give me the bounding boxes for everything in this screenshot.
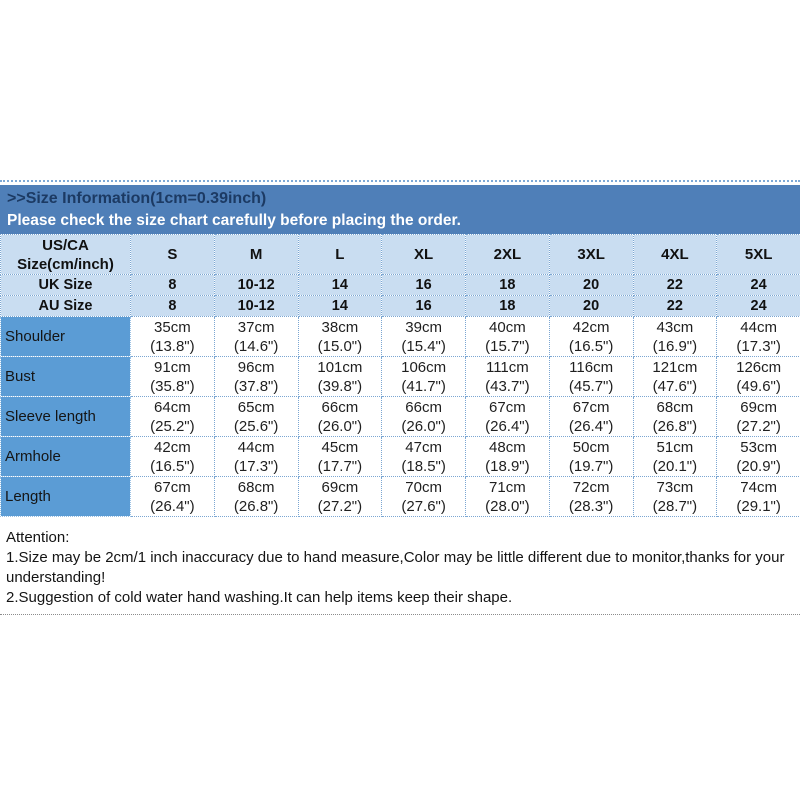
corner-header-cell: US/CA Size(cm/inch) — [0, 234, 131, 275]
uk-size-value: 24 — [716, 274, 800, 296]
uk-size-value: 16 — [381, 274, 466, 296]
measurement-cell: 106cm (41.7") — [381, 356, 466, 397]
measurement-cell: 70cm (27.6") — [381, 476, 466, 517]
measurement-row-bust: Bust 91cm (35.8") 96cm (37.8") 101cm (39.8"… — [0, 356, 800, 397]
measurement-cell: 116cm (45.7") — [548, 356, 634, 397]
au-size-value: 20 — [548, 295, 634, 317]
top-whitespace — [0, 0, 800, 180]
measurement-cell: 111cm (43.7") — [465, 356, 550, 397]
top-dotted-divider — [0, 180, 800, 182]
measurement-cell: 45cm (17.7") — [297, 436, 383, 477]
measurement-cell: 64cm (25.2") — [130, 396, 215, 437]
measurement-row-length: Length 67cm (26.4") 68cm (26.8") 69cm (27.2… — [0, 476, 800, 517]
measurement-cell: 69cm (27.2") — [716, 396, 800, 437]
corner-header-line2: Size(cm/inch) — [17, 255, 114, 273]
au-size-value: 22 — [632, 295, 718, 317]
measurement-cell: 74cm (29.1") — [716, 476, 800, 517]
bottom-dotted-divider — [0, 614, 800, 615]
measurement-cell: 126cm (49.6") — [716, 356, 800, 397]
measurement-row-armhole: Armhole 42cm (16.5") 44cm (17.3") 45cm (17.… — [0, 436, 800, 477]
size-header-row: US/CA Size(cm/inch) S M L XL 2XL 3XL 4XL… — [0, 234, 800, 275]
uk-size-label: UK Size — [0, 274, 131, 296]
measurement-cell: 91cm (35.8") — [130, 356, 215, 397]
measurement-cell: 121cm (47.6") — [632, 356, 718, 397]
size-information-banner: >>Size Information(1cm=0.39inch) Please … — [0, 185, 800, 234]
banner-title: >>Size Information(1cm=0.39inch) — [7, 190, 267, 207]
measurement-cell: 40cm (15.7") — [465, 316, 550, 357]
measurement-label: Bust — [0, 356, 131, 397]
au-size-row: AU Size 8 10-12 14 16 18 20 22 24 — [0, 295, 800, 317]
measurement-cell: 47cm (18.5") — [381, 436, 466, 477]
measurement-cell: 68cm (26.8") — [213, 476, 299, 517]
measurement-cell: 37cm (14.6") — [213, 316, 299, 357]
measurement-cell: 69cm (27.2") — [297, 476, 383, 517]
measurement-label: Shoulder — [0, 316, 131, 357]
size-column-header-l: L — [297, 234, 383, 275]
au-size-value: 24 — [716, 295, 800, 317]
au-size-value: 10-12 — [213, 295, 299, 317]
measurement-cell: 66cm (26.0") — [297, 396, 383, 437]
size-column-header-xl: XL — [381, 234, 466, 275]
measurement-cell: 44cm (17.3") — [716, 316, 800, 357]
measurement-cell: 38cm (15.0") — [297, 316, 383, 357]
attention-heading: Attention: — [6, 529, 70, 546]
attention-note-1: 1.Size may be 2cm/1 inch inaccuracy due … — [6, 549, 785, 586]
au-size-label: AU Size — [0, 295, 131, 317]
size-column-header-s: S — [130, 234, 215, 275]
uk-size-value: 22 — [632, 274, 718, 296]
measurement-cell: 65cm (25.6") — [213, 396, 299, 437]
measurement-cell: 66cm (26.0") — [381, 396, 466, 437]
measurement-label: Sleeve length — [0, 396, 131, 437]
measurement-cell: 71cm (28.0") — [465, 476, 550, 517]
measurement-cell: 67cm (26.4") — [465, 396, 550, 437]
measurement-cell: 53cm (20.9") — [716, 436, 800, 477]
measurement-cell: 67cm (26.4") — [130, 476, 215, 517]
uk-size-value: 10-12 — [213, 274, 299, 296]
attention-note-2: 2.Suggestion of cold water hand washing.… — [6, 589, 513, 606]
measurement-cell: 48cm (18.9") — [465, 436, 550, 477]
measurement-cell: 101cm (39.8") — [297, 356, 383, 397]
size-column-header-3xl: 3XL — [548, 234, 634, 275]
measurement-cell: 72cm (28.3") — [548, 476, 634, 517]
corner-header-line1: US/CA — [42, 236, 89, 254]
measurement-cell: 67cm (26.4") — [548, 396, 634, 437]
measurement-cell: 96cm (37.8") — [213, 356, 299, 397]
uk-size-value: 8 — [130, 274, 215, 296]
attention-section: Attention: 1.Size may be 2cm/1 inch inac… — [0, 528, 800, 608]
measurement-cell: 35cm (13.8") — [130, 316, 215, 357]
au-size-value: 14 — [297, 295, 383, 317]
size-column-header-m: M — [213, 234, 299, 275]
size-chart-table: US/CA Size(cm/inch) S M L XL 2XL 3XL 4XL… — [0, 234, 800, 517]
measurement-row-sleeve-length: Sleeve length 64cm (25.2") 65cm (25.6") 66… — [0, 396, 800, 437]
measurement-cell: 39cm (15.4") — [381, 316, 466, 357]
measurement-cell: 51cm (20.1") — [632, 436, 718, 477]
measurement-label: Armhole — [0, 436, 131, 477]
measurement-cell: 42cm (16.5") — [130, 436, 215, 477]
uk-size-value: 18 — [465, 274, 550, 296]
measurement-cell: 43cm (16.9") — [632, 316, 718, 357]
au-size-value: 8 — [130, 295, 215, 317]
au-size-value: 18 — [465, 295, 550, 317]
measurement-label: Length — [0, 476, 131, 517]
measurement-cell: 68cm (26.8") — [632, 396, 718, 437]
au-size-value: 16 — [381, 295, 466, 317]
size-column-header-5xl: 5XL — [716, 234, 800, 275]
uk-size-value: 14 — [297, 274, 383, 296]
measurement-cell: 50cm (19.7") — [548, 436, 634, 477]
measurement-cell: 44cm (17.3") — [213, 436, 299, 477]
measurement-cell: 73cm (28.7") — [632, 476, 718, 517]
banner-subtitle: Please check the size chart carefully be… — [7, 212, 461, 229]
measurement-row-shoulder: Shoulder 35cm (13.8") 37cm (14.6") 38cm (15… — [0, 316, 800, 357]
size-column-header-2xl: 2XL — [465, 234, 550, 275]
uk-size-row: UK Size 8 10-12 14 16 18 20 22 24 — [0, 274, 800, 296]
size-column-header-4xl: 4XL — [632, 234, 718, 275]
uk-size-value: 20 — [548, 274, 634, 296]
measurement-cell: 42cm (16.5") — [548, 316, 634, 357]
